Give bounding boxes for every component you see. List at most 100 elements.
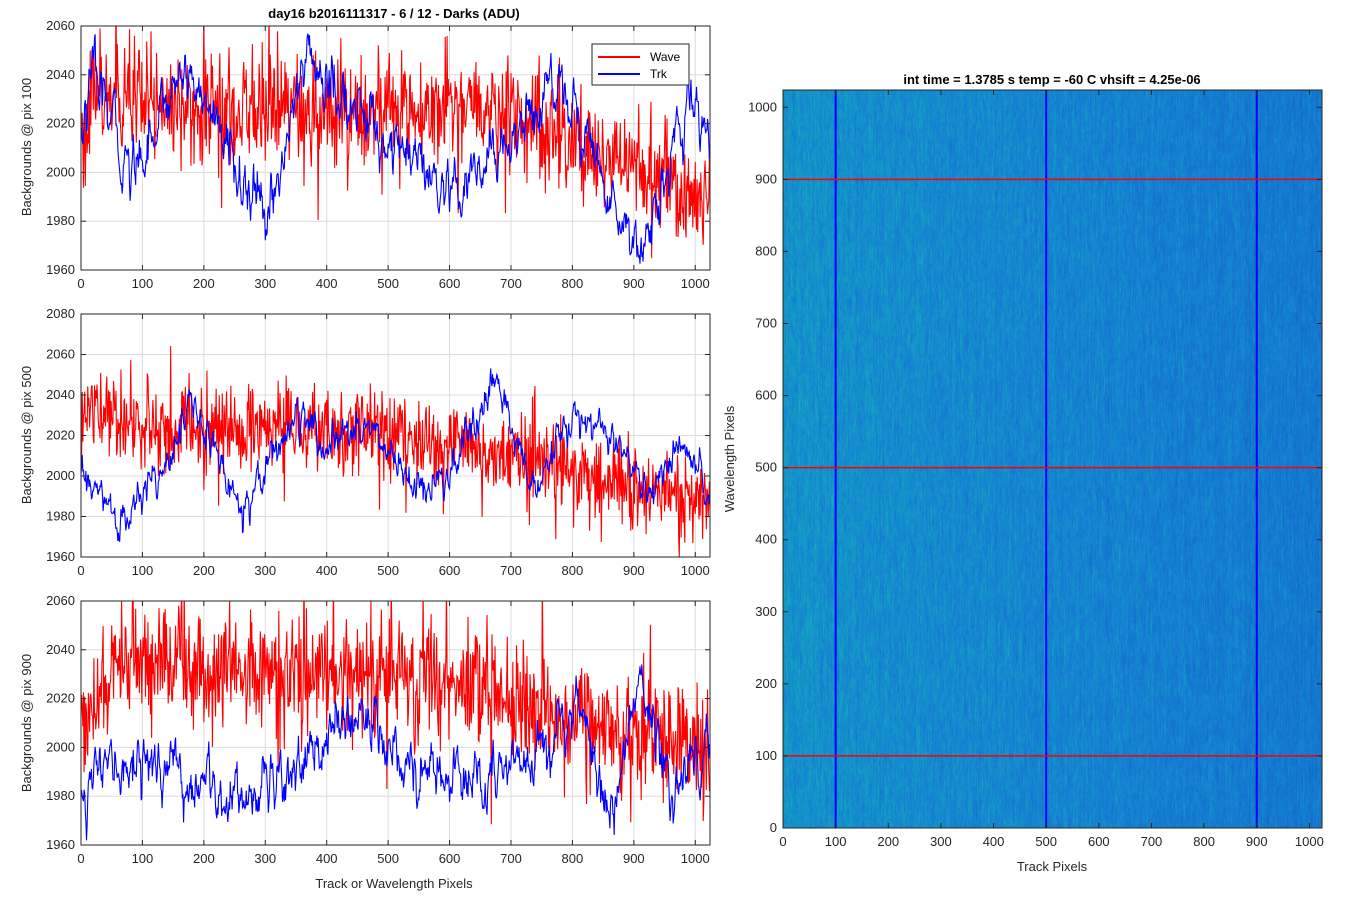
- x-tick-label: 300: [254, 276, 276, 291]
- y-tick-label: 2000: [46, 468, 75, 483]
- x-tick-label: 300: [930, 834, 952, 849]
- x-tick-label: 100: [132, 563, 154, 578]
- x-tick-label: 900: [1246, 834, 1268, 849]
- y-tick-label: 2040: [46, 387, 75, 402]
- axes-frame: [80, 600, 711, 846]
- x-tick-label: 600: [439, 563, 461, 578]
- x-tick-label: 0: [77, 276, 84, 291]
- legend-box: [591, 43, 690, 86]
- y-tick-label: 1980: [46, 788, 75, 803]
- legend-wave-label: Wave: [650, 50, 681, 64]
- ylabel-heatmap: Wavelength Pixels: [722, 405, 737, 512]
- y-tick-label: 2060: [46, 18, 75, 33]
- x-tick-label: 800: [562, 851, 584, 866]
- ylabel-pix-100: Backgrounds @ pix 100: [19, 78, 34, 216]
- x-tick-label: 400: [316, 276, 338, 291]
- y-tick-label: 1960: [46, 262, 75, 277]
- x-tick-label: 800: [562, 276, 584, 291]
- y-tick-label: 2060: [46, 593, 75, 608]
- x-tick-label: 500: [377, 276, 399, 291]
- x-tick-label: 600: [439, 276, 461, 291]
- plot-area-pix-900: 0 100 200 300 400 500 600 700 800 900 1000 1960 1980…: [46, 593, 711, 866]
- x-tick-label: 400: [983, 834, 1005, 849]
- x-tick-label: 800: [1193, 834, 1215, 849]
- line-panel-pix-500: 0 100 200 300 400 500 600 700 800 900 1000 1960 1980…: [19, 306, 711, 578]
- y-tick-label: 200: [755, 676, 777, 691]
- y-tick-label: 1980: [46, 509, 75, 524]
- ylabel-pix-900: Backgrounds @ pix 900: [19, 654, 34, 792]
- right-title: int time = 1.3785 s temp = -60 C vhsift …: [903, 72, 1200, 87]
- x-tick-label: 300: [254, 851, 276, 866]
- x-tick-label: 1000: [681, 276, 710, 291]
- line-panel-pix-900: 0 100 200 300 400 500 600 700 800 900 1000 1960 1980…: [19, 593, 711, 891]
- axes-frame: [80, 25, 711, 271]
- y-tick-label: 600: [755, 388, 777, 403]
- y-tick-label: 500: [755, 460, 777, 475]
- x-tick-label: 100: [825, 834, 847, 849]
- axes-frame: [782, 89, 1323, 829]
- x-tick-label: 700: [500, 851, 522, 866]
- y-tick-label: 2000: [46, 739, 75, 754]
- y-tick-label: 2000: [46, 164, 75, 179]
- legend-trk-label: Trk: [650, 67, 668, 81]
- y-tick-label: 1960: [46, 549, 75, 564]
- x-tick-label: 800: [562, 563, 584, 578]
- y-tick-label: 400: [755, 532, 777, 547]
- x-tick-label: 200: [877, 834, 899, 849]
- left-title: day16 b2016111317 - 6 / 12 - Darks (ADU): [268, 6, 519, 21]
- series-line-trk: [81, 368, 710, 542]
- legend: Wave Trk: [591, 43, 690, 86]
- x-tick-label: 100: [132, 851, 154, 866]
- x-tick-label: 300: [254, 563, 276, 578]
- xlabel-bottom-left: Track or Wavelength Pixels: [315, 876, 473, 891]
- x-tick-label: 600: [1088, 834, 1110, 849]
- series-line-trk: [81, 664, 710, 841]
- heatmap-image: [783, 90, 1322, 828]
- x-tick-label: 900: [623, 851, 645, 866]
- y-tick-label: 2020: [46, 116, 75, 131]
- x-tick-label: 0: [779, 834, 786, 849]
- y-tick-label: 0: [770, 820, 777, 835]
- y-tick-label: 700: [755, 316, 777, 331]
- x-tick-label: 400: [316, 563, 338, 578]
- x-tick-label: 600: [439, 851, 461, 866]
- xlabel-heatmap: Track Pixels: [1017, 859, 1088, 874]
- x-tick-label: 0: [77, 851, 84, 866]
- ylabel-pix-500: Backgrounds @ pix 500: [19, 366, 34, 504]
- x-tick-label: 100: [132, 276, 154, 291]
- x-tick-label: 200: [193, 276, 215, 291]
- x-tick-label: 1000: [681, 851, 710, 866]
- x-tick-label: 400: [316, 851, 338, 866]
- y-tick-label: 100: [755, 748, 777, 763]
- y-tick-label: 2060: [46, 347, 75, 362]
- x-tick-label: 200: [193, 563, 215, 578]
- x-tick-label: 900: [623, 276, 645, 291]
- x-tick-label: 200: [193, 851, 215, 866]
- heatmap-overlay: 0 100 200 300 400 500 600 700 800 900 1000 0 100 200 3…: [748, 89, 1324, 849]
- y-tick-label: 1980: [46, 213, 75, 228]
- y-tick-label: 2020: [46, 691, 75, 706]
- y-tick-label: 2040: [46, 642, 75, 657]
- y-tick-label: 900: [755, 171, 777, 186]
- x-tick-label: 500: [377, 851, 399, 866]
- y-tick-label: 2020: [46, 428, 75, 443]
- x-tick-label: 700: [500, 276, 522, 291]
- y-tick-label: 300: [755, 604, 777, 619]
- plot-area-pix-500: 0 100 200 300 400 500 600 700 800 900 1000 1960 1980…: [46, 306, 711, 578]
- x-tick-label: 700: [1141, 834, 1163, 849]
- x-tick-label: 1000: [1295, 834, 1324, 849]
- y-tick-label: 800: [755, 243, 777, 258]
- x-tick-label: 500: [377, 563, 399, 578]
- y-tick-label: 1000: [748, 99, 777, 114]
- heatmap-panel: 0 100 200 300 400 500 600 700 800 900 1000 0 100 200 3…: [722, 72, 1324, 874]
- x-tick-label: 700: [500, 563, 522, 578]
- y-tick-label: 1960: [46, 837, 75, 852]
- series-line-wave: [81, 601, 710, 825]
- x-tick-label: 900: [623, 563, 645, 578]
- series-line-wave: [81, 345, 710, 557]
- y-tick-label: 2040: [46, 67, 75, 82]
- y-tick-label: 2080: [46, 306, 75, 321]
- x-tick-label: 500: [1035, 834, 1057, 849]
- x-tick-label: 1000: [681, 563, 710, 578]
